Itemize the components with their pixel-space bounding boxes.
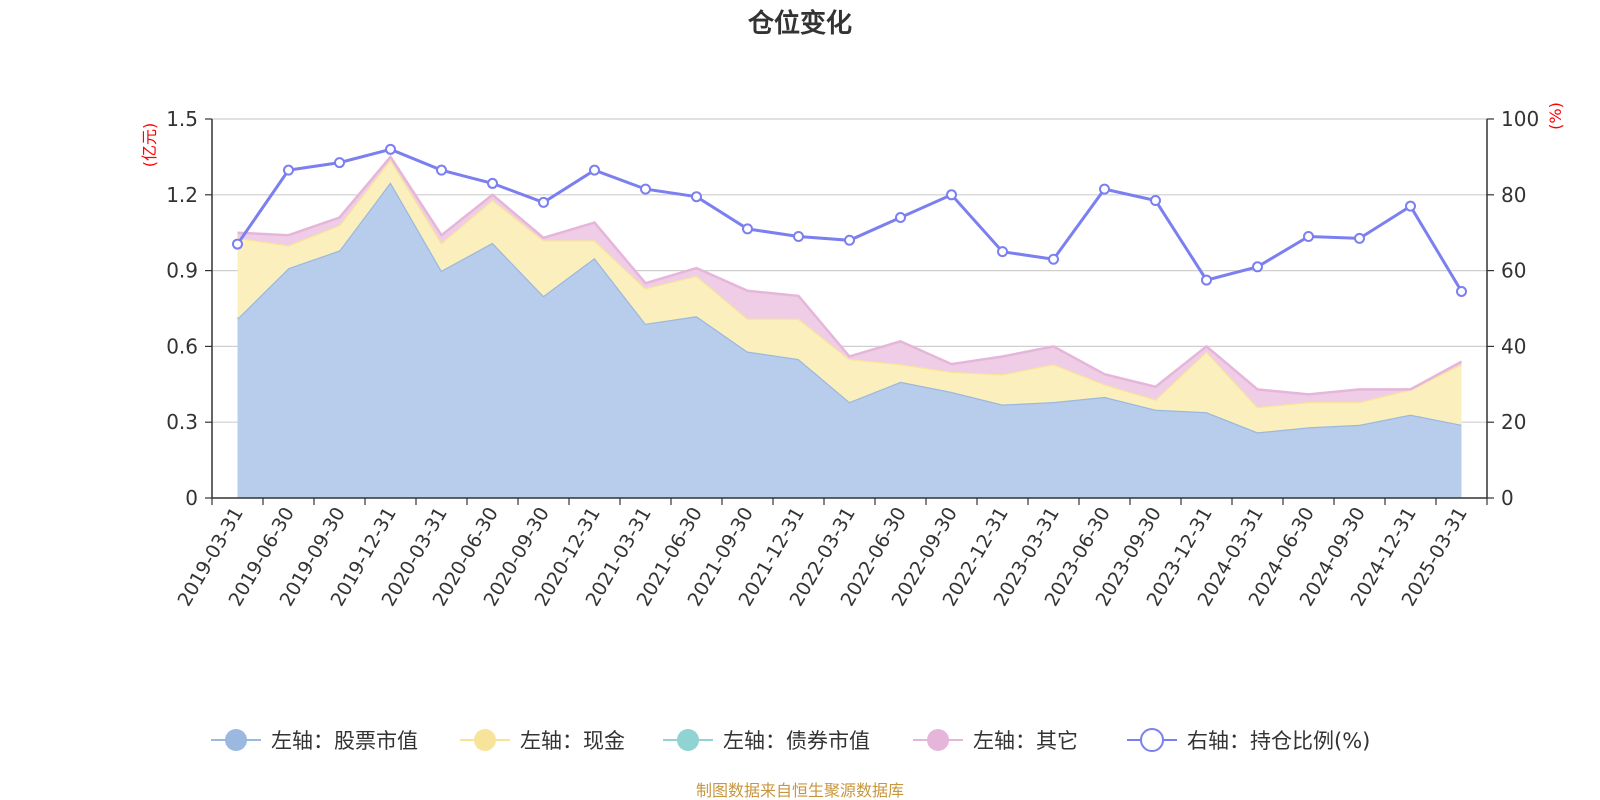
- legend-marker-0: [225, 729, 247, 751]
- ratio-point: [1354, 232, 1365, 244]
- ratio-point: [1303, 230, 1314, 242]
- ratio-point: [742, 223, 753, 235]
- legend-marker-1: [474, 729, 496, 751]
- ratio-point: [232, 238, 243, 250]
- ratio-point: [844, 234, 855, 246]
- ratio-point: [283, 164, 294, 176]
- right-tick-label: 20: [1501, 410, 1526, 434]
- left-axis-unit: (亿元): [140, 123, 159, 168]
- ratio-point: [487, 177, 498, 189]
- legend-marker-3: [927, 729, 949, 751]
- ratio-point: [538, 196, 549, 208]
- ratio-point: [1456, 285, 1467, 297]
- left-tick-label: 0: [185, 486, 198, 510]
- stacked-areas: [236, 154, 1463, 498]
- ratio-point: [436, 164, 447, 176]
- ratio-point: [1252, 261, 1263, 273]
- legend-marker-4: [1140, 728, 1164, 752]
- ratio-point: [640, 183, 651, 195]
- left-tick-label: 1.2: [166, 183, 198, 207]
- right-tick-label: 60: [1501, 259, 1526, 283]
- legend-marker-2: [677, 729, 699, 751]
- ratio-point: [385, 143, 396, 155]
- legend-label-3: 左轴：其它: [973, 729, 1078, 753]
- ratio-point: [946, 189, 957, 201]
- ratio-point: [691, 191, 702, 203]
- right-tick-label: 0: [1501, 486, 1514, 510]
- left-tick-label: 1.5: [166, 107, 198, 131]
- ratio-point: [334, 157, 345, 169]
- right-axis-unit: (%): [1546, 102, 1565, 130]
- area-series-1: [237, 159, 1462, 433]
- legend-label-4: 右轴：持仓比例(%): [1187, 729, 1370, 753]
- legend-label-0: 左轴：股票市值: [271, 729, 418, 753]
- legend: 左轴：股票市值 左轴：现金 左轴：债券市值 左轴：其它 右轴：持仓比例(%): [211, 728, 1370, 753]
- ratio-point: [1150, 194, 1161, 206]
- chart-title: 仓位变化: [747, 8, 852, 39]
- ratio-point: [589, 164, 600, 176]
- legend-label-1: 左轴：现金: [520, 729, 625, 753]
- source-note: 制图数据来自恒生聚源数据库: [696, 781, 904, 800]
- left-tick-label: 0.9: [166, 259, 198, 283]
- right-tick-label: 80: [1501, 183, 1526, 207]
- right-tick-label: 100: [1501, 107, 1539, 131]
- area-edge-3: [237, 154, 1463, 396]
- ratio-point: [895, 212, 906, 224]
- legend-label-2: 左轴：债券市值: [723, 729, 870, 753]
- ratio-point: [1048, 253, 1059, 265]
- area-series-0: [237, 182, 1462, 498]
- ratio-point: [793, 230, 804, 242]
- position-ratio-line: [232, 143, 1467, 297]
- left-tick-label: 0.6: [166, 334, 198, 358]
- ratio-point: [1405, 200, 1416, 212]
- ratio-point: [1201, 274, 1212, 286]
- left-tick-label: 0.3: [166, 410, 198, 434]
- ratio-point: [997, 246, 1008, 258]
- ratio-point: [1099, 183, 1110, 195]
- right-tick-label: 40: [1501, 334, 1526, 358]
